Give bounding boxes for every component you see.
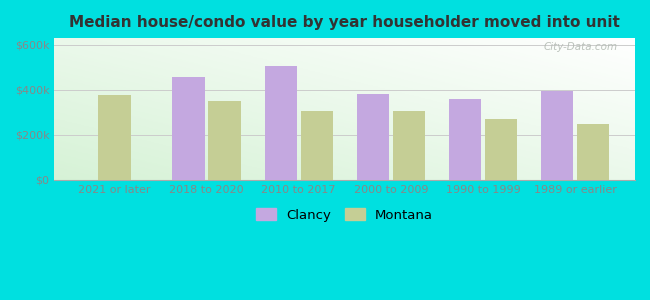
Bar bbox=[98, 95, 131, 180]
Legend: Clancy, Montana: Clancy, Montana bbox=[251, 203, 438, 227]
Bar bbox=[485, 118, 517, 180]
Bar bbox=[393, 111, 425, 180]
Bar bbox=[541, 92, 573, 180]
Bar bbox=[449, 99, 481, 180]
Bar bbox=[357, 94, 389, 180]
Text: City-Data.com: City-Data.com bbox=[543, 42, 618, 52]
Bar bbox=[172, 77, 205, 180]
Bar bbox=[300, 111, 333, 180]
Bar bbox=[209, 101, 240, 180]
Title: Median house/condo value by year householder moved into unit: Median house/condo value by year househo… bbox=[70, 15, 620, 30]
Bar bbox=[577, 124, 609, 180]
Bar bbox=[265, 66, 297, 180]
